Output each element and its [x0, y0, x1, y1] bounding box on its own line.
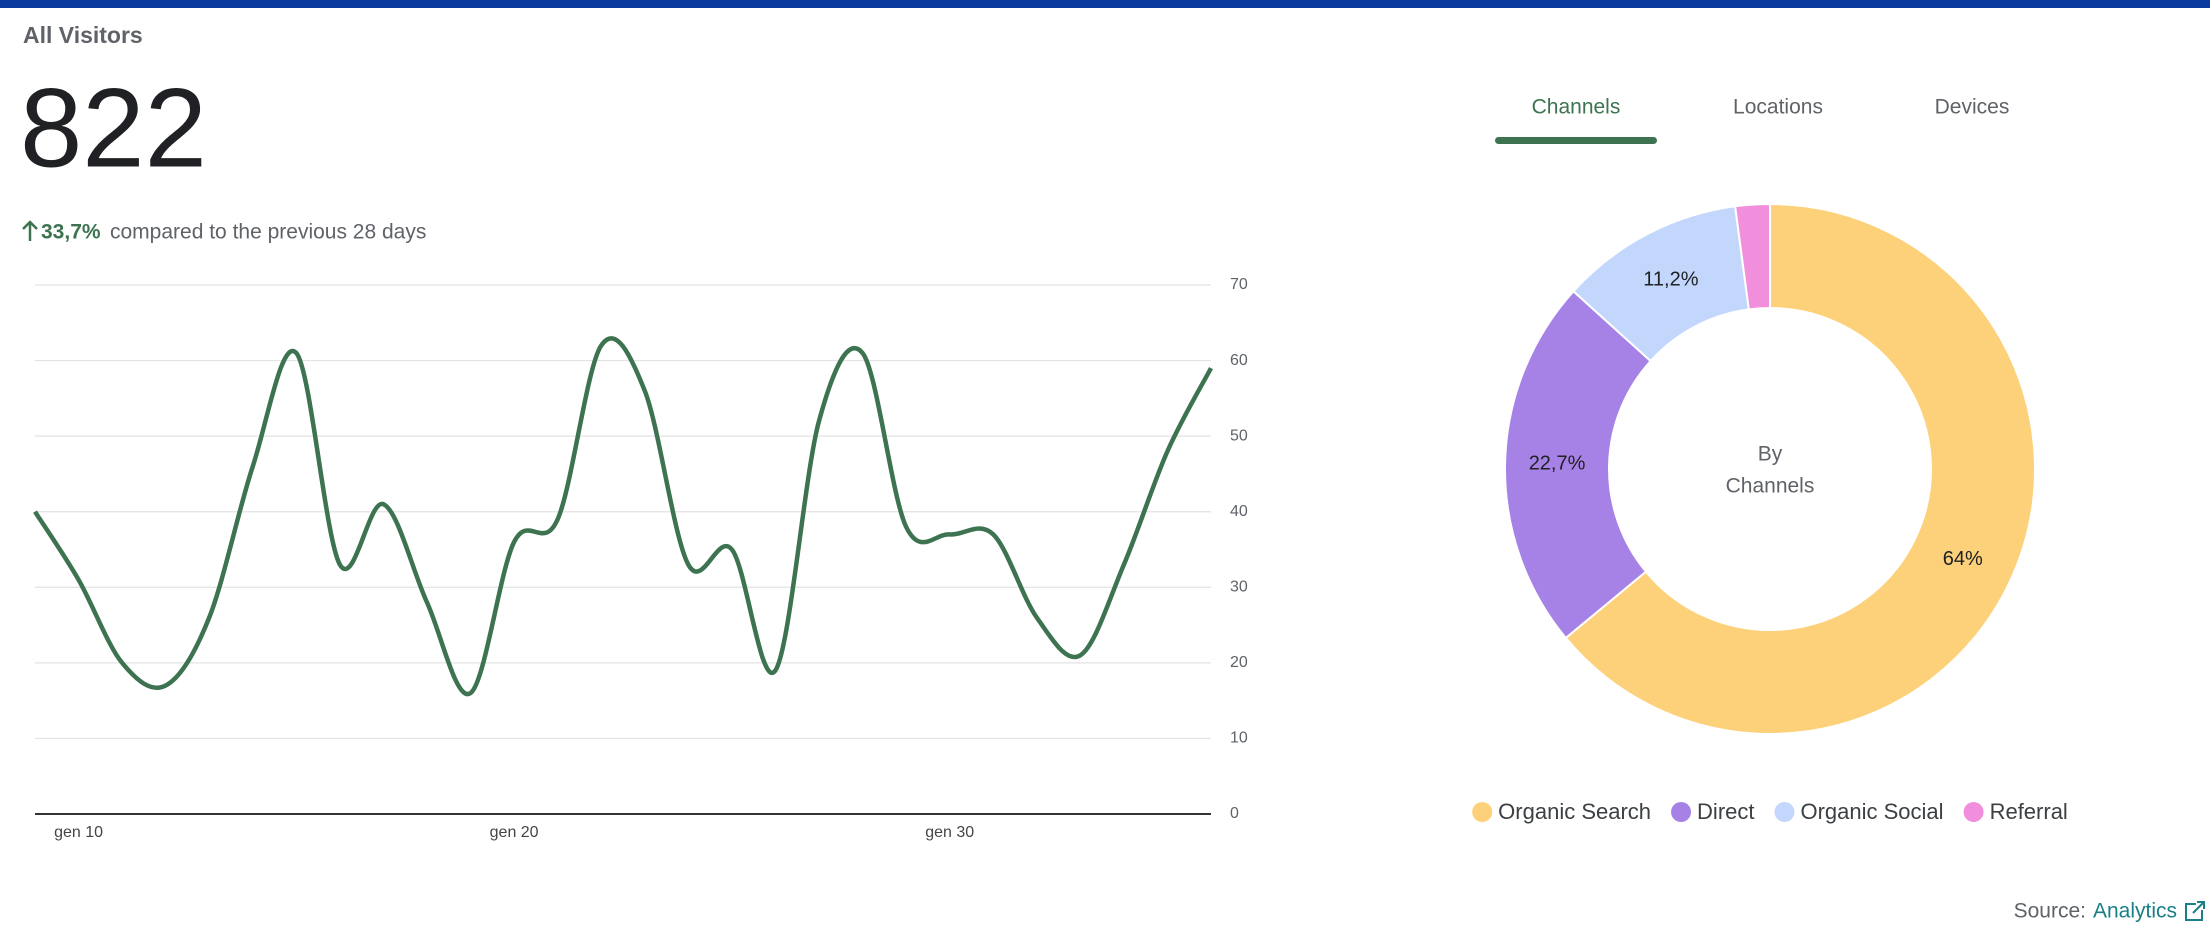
- legend-swatch: [1774, 802, 1795, 822]
- top-bar: [0, 0, 2210, 8]
- x-tick-label: gen 10: [54, 824, 103, 841]
- y-tick-label: 30: [1230, 579, 1248, 596]
- donut-segment: [1564, 202, 2036, 735]
- line-chart: 0 10 20 30 40 50 60 70 gen 10 gen 20 gen 30: [33, 276, 1248, 841]
- legend-label: Direct: [1697, 799, 1754, 824]
- x-tick-label: gen 30: [925, 824, 974, 841]
- y-tick-label: 10: [1230, 730, 1248, 747]
- y-tick-label: 60: [1230, 352, 1248, 369]
- legend-swatch: [1671, 802, 1692, 822]
- y-tick-label: 70: [1230, 276, 1248, 293]
- total-value: 822: [20, 66, 207, 191]
- source-label: Source:: [2014, 900, 2086, 923]
- legend-label: Referral: [1990, 799, 2068, 824]
- y-tick-label: 0: [1230, 805, 1239, 822]
- segment-label: 64%: [1943, 548, 1983, 570]
- source-link[interactable]: Analytics: [2093, 900, 2177, 923]
- tabs: Channels Locations Devices: [1495, 96, 2009, 144]
- legend-swatch: [1472, 802, 1493, 822]
- donut-chart: 64% 22,7% 11,2% By Channels Organic Search Dir…: [1472, 202, 2068, 824]
- tab-indicator: [1495, 137, 1657, 144]
- up-arrow: [22, 220, 38, 241]
- tab[interactable]: Devices: [1935, 96, 2010, 119]
- legend: Organic Search Direct Organic Social Referr…: [1472, 799, 2068, 824]
- tab[interactable]: Channels: [1532, 96, 1621, 119]
- change-value: 33,7%: [41, 221, 101, 244]
- donut-segment: [1734, 202, 1771, 311]
- legend-label: Organic Social: [1800, 799, 1943, 824]
- segment-label: 11,2%: [1643, 269, 1698, 291]
- line-series: [33, 336, 1213, 697]
- segment-label: 22,7%: [1529, 453, 1586, 475]
- y-tick-label: 40: [1230, 503, 1248, 520]
- center-label: Channels: [1726, 475, 1815, 498]
- center-label: By: [1758, 443, 1783, 466]
- y-tick-label: 20: [1230, 654, 1248, 671]
- legend-swatch: [1963, 802, 1984, 822]
- y-tick-label: 50: [1230, 427, 1248, 444]
- donut-segment: [1504, 289, 1652, 640]
- comparison-text: compared to the previous 28 days: [110, 221, 426, 244]
- external-link-icon: [2185, 901, 2205, 921]
- x-tick-label: gen 20: [490, 824, 539, 841]
- tab[interactable]: Locations: [1733, 96, 1823, 119]
- card-title: All Visitors: [23, 22, 143, 48]
- legend-label: Organic Search: [1498, 799, 1651, 824]
